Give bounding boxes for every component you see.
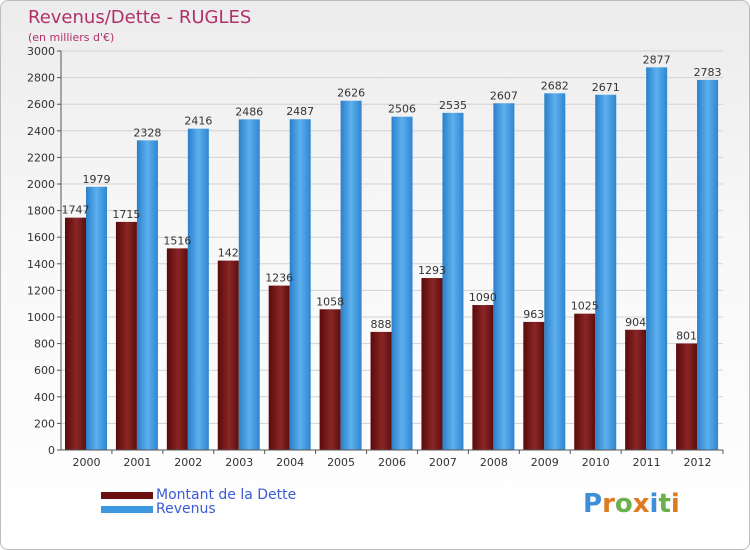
data-label-revenus-2012: 2783 [694,66,722,79]
x-tick-label-2004: 2004 [276,456,304,469]
y-tick-label: 2800 [27,72,55,85]
x-tick-label-2008: 2008 [480,456,508,469]
bar-revenus-2009 [544,93,566,450]
bar-debt-2009 [523,321,545,450]
data-label-revenus-2008: 2607 [490,89,518,102]
bar-debt-2012 [676,343,698,450]
bar-revenus-2010 [595,94,617,450]
bar-debt-2005 [319,309,341,450]
logo-letter: i [670,489,680,519]
y-tick-label: 200 [34,417,55,430]
data-label-revenus-2004: 2487 [286,105,314,118]
legend-label-debt: Montant de la Dette [156,487,297,503]
legend-swatch-debt [101,492,153,499]
data-label-debt-2003: 142 [218,247,239,260]
y-tick-label: 1800 [27,205,55,218]
y-tick-label: 3000 [27,45,55,58]
bar-revenus-2007 [442,112,464,450]
data-label-debt-2006: 888 [371,318,392,331]
x-tick-label-2010: 2010 [582,456,610,469]
data-label-revenus-2000: 1979 [83,173,111,186]
logo-letter: P [583,489,603,519]
x-tick-label-2012: 2012 [684,456,712,469]
y-tick-label: 1000 [27,311,55,324]
y-tick-label: 600 [34,364,55,377]
data-label-debt-2004: 1236 [265,272,293,285]
data-label-revenus-2003: 2486 [235,105,263,118]
y-tick-label: 1600 [27,231,55,244]
data-label-revenus-2007: 2535 [439,99,467,112]
y-tick-label: 800 [34,338,55,351]
x-tick-label-2003: 2003 [225,456,253,469]
bar-debt-2006 [370,331,392,450]
data-label-revenus-2006: 2506 [388,103,416,116]
bar-revenus-2006 [391,116,413,451]
data-label-debt-2001: 1715 [112,208,140,221]
bar-revenus-2008 [493,103,515,451]
y-tick-label: 2400 [27,125,55,138]
data-label-revenus-2009: 2682 [541,79,569,92]
logo-letter: t [658,489,671,519]
bar-debt-2007 [421,278,443,450]
y-tick-label: 400 [34,391,55,404]
bar-debt-2001 [115,221,137,450]
x-tick-label-2011: 2011 [633,456,661,469]
bar-revenus-2002 [187,128,209,450]
y-tick-label: 2000 [27,178,55,191]
data-label-debt-2012: 801 [676,329,697,342]
data-label-revenus-2005: 2626 [337,87,365,100]
chart-title: Revenus/Dette - RUGLES [28,7,252,28]
bar-revenus-2004 [289,119,311,450]
chart-subtitle: (en milliers d'€) [28,31,115,44]
y-tick-label: 0 [48,444,55,457]
data-label-revenus-2001: 2328 [133,126,161,139]
data-label-debt-2007: 1293 [418,264,446,277]
bar-revenus-2003 [238,119,260,450]
bar-debt-2008 [472,305,494,450]
data-label-debt-2010: 1025 [571,300,599,313]
bar-debt-2000 [65,217,86,450]
x-tick-label-2000: 2000 [72,456,100,469]
logo-letter: x [632,489,650,519]
bar-debt-2011 [625,329,647,450]
bar-revenus-2012 [697,79,719,451]
bar-debt-2003 [217,260,239,450]
legend-swatch-revenus [101,506,153,513]
y-tick-label: 1400 [27,258,55,271]
x-tick-label-2002: 2002 [174,456,202,469]
x-tick-label-2007: 2007 [429,456,457,469]
bar-revenus-2000 [86,186,107,450]
data-label-revenus-2010: 2671 [592,81,620,94]
x-tick-label-2009: 2009 [531,456,559,469]
y-tick-label: 1200 [27,284,55,297]
x-tick-label-2005: 2005 [327,456,355,469]
bar-debt-2004 [268,285,290,450]
y-tick-label: 2600 [27,98,55,111]
legend-label-revenus: Revenus [156,501,216,517]
data-label-debt-2009: 963 [523,308,544,321]
bar-revenus-2011 [646,67,668,450]
data-label-debt-2005: 1058 [316,295,344,308]
data-label-debt-2002: 1516 [163,234,191,247]
bar-revenus-2001 [136,140,158,450]
x-tick-label-2001: 2001 [123,456,151,469]
logo-letter: i [649,489,659,519]
data-label-debt-2011: 904 [625,316,646,329]
bar-debt-2002 [166,248,188,450]
data-label-revenus-2011: 2877 [643,53,671,66]
data-label-revenus-2002: 2416 [184,115,212,128]
data-label-debt-2000: 1747 [62,204,90,217]
logo-letter: r [602,489,615,519]
bar-revenus-2005 [340,100,362,450]
x-tick-label-2006: 2006 [378,456,406,469]
bar-debt-2010 [574,313,596,450]
proxiti-logo: Proxiti [583,489,680,519]
logo-letter: o [614,489,633,519]
y-tick-label: 2200 [27,151,55,164]
data-label-debt-2008: 1090 [469,291,497,304]
